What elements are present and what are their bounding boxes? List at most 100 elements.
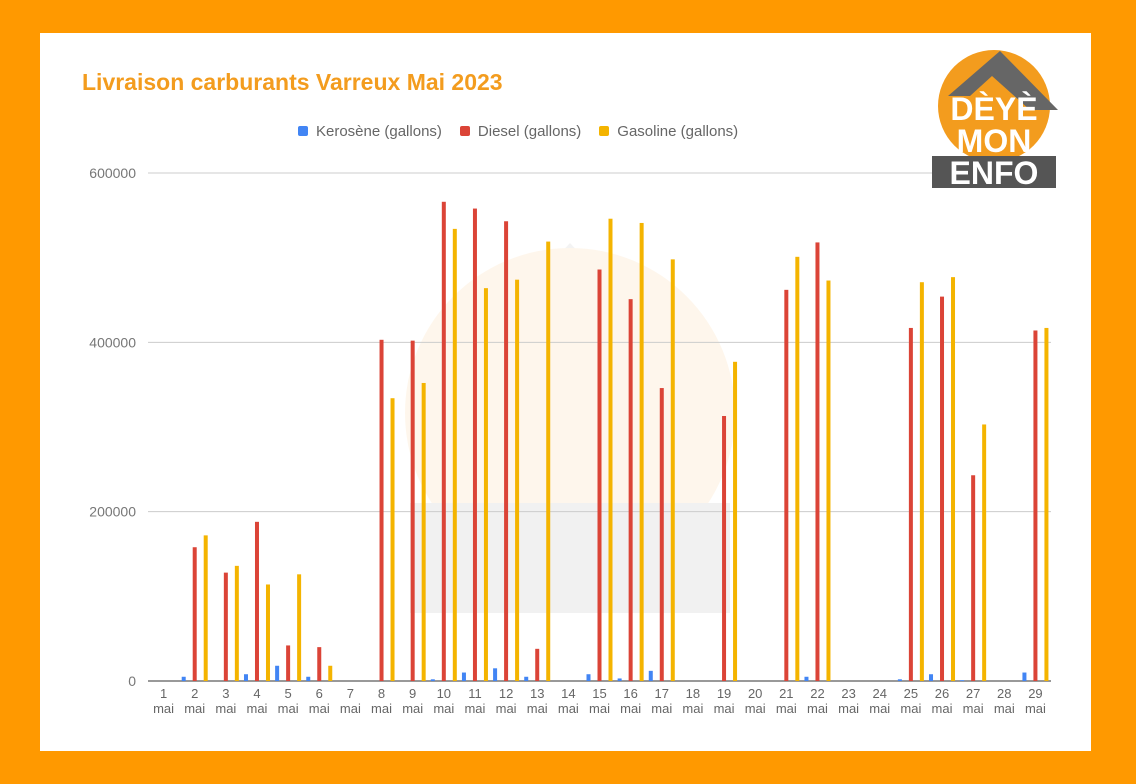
bar-gasoline	[733, 361, 738, 681]
bar-gasoline	[546, 241, 551, 681]
x-tick-label: 24 mai	[869, 686, 890, 716]
bar-chart: 0 200000 400000 600000 1 mai 2 mai 3 mai 4 mai 5 mai 6…	[89, 165, 1051, 716]
bar-diesel	[815, 242, 820, 681]
bar-kerosene	[960, 680, 965, 681]
legend-swatch-diesel	[459, 126, 470, 136]
x-tick-label: 28 mai	[994, 686, 1015, 716]
bar-gasoline	[608, 218, 613, 681]
bar-gasoline	[297, 574, 302, 681]
bar-gasoline	[919, 282, 924, 681]
bar-diesel	[379, 339, 384, 681]
bar-kerosene	[804, 676, 809, 681]
bar-gasoline	[795, 256, 800, 681]
logo-text-2: MON	[957, 123, 1032, 159]
x-tick-label: 3 mai	[215, 686, 236, 716]
x-tick-label: 6 mai	[309, 686, 330, 716]
bar-kerosene	[493, 668, 498, 681]
x-tick-label: 1 mai	[153, 686, 174, 716]
y-tick-label: 600000	[89, 165, 136, 181]
x-tick-label: 2 mai	[184, 686, 205, 716]
x-tick-label: 15 mai	[589, 686, 610, 716]
legend-label-gasoline: Gasoline (gallons)	[617, 122, 739, 140]
x-tick-label: 21 mai	[776, 686, 797, 716]
bar-diesel	[223, 572, 228, 681]
bar-diesel	[192, 547, 197, 681]
legend: Kerosène (gallons) Diesel (gallons) Gaso…	[298, 121, 756, 141]
x-tick-label: 9 mai	[402, 686, 423, 716]
x-tick-label: 16 mai	[620, 686, 641, 716]
bar-gasoline	[1044, 327, 1049, 681]
x-tick-label: 8 mai	[371, 686, 392, 716]
legend-label-kerosene: Kerosène (gallons)	[316, 122, 442, 140]
x-tick-label: 7 mai	[340, 686, 361, 716]
legend-item-diesel: Diesel (gallons)	[459, 122, 582, 140]
bar-diesel	[908, 327, 913, 681]
x-tick-label: 20 mai	[745, 686, 766, 716]
x-tick-label: 22 mai	[807, 686, 828, 716]
bar-kerosene	[243, 674, 248, 681]
bar-diesel	[317, 647, 322, 681]
bar-kerosene	[929, 674, 934, 681]
x-tick-label: 29 mai	[1025, 686, 1046, 716]
y-tick-label: 400000	[89, 334, 136, 350]
bar-kerosene	[648, 670, 653, 681]
x-tick-label: 13 mai	[527, 686, 548, 716]
deye-mon-enfo-logo: DÈYÈ MON ENFO	[932, 50, 1058, 188]
y-tick-label: 0	[128, 673, 136, 689]
legend-item-kerosene: Kerosène (gallons)	[298, 123, 442, 140]
bar-diesel	[940, 296, 945, 681]
x-tick-label: 27 mai	[963, 686, 984, 716]
bar-kerosene	[275, 665, 280, 681]
logo-text-1: DÈYÈ	[950, 91, 1037, 127]
bar-kerosene	[181, 676, 186, 681]
x-tick-label: 19 mai	[714, 686, 735, 716]
bar-gasoline	[982, 424, 987, 681]
bar-gasoline	[639, 222, 644, 681]
bar-diesel	[472, 208, 477, 681]
bar-kerosene	[1022, 672, 1027, 681]
bar-gasoline	[515, 279, 520, 681]
bar-kerosene	[461, 672, 466, 681]
bar-gasoline	[328, 665, 333, 681]
bar-diesel	[441, 201, 446, 681]
x-tick-label: 18 mai	[682, 686, 703, 716]
bar-kerosene	[430, 679, 435, 681]
bar-gasoline	[951, 277, 956, 681]
bar-gasoline	[390, 398, 395, 681]
bar-diesel	[1033, 330, 1038, 681]
x-tick-label: 23 mai	[838, 686, 859, 716]
bar-gasoline	[265, 584, 270, 681]
x-tick-label: 11 mai	[464, 686, 485, 716]
x-tick-label: 17 mai	[651, 686, 672, 716]
legend-label-diesel: Diesel (gallons)	[477, 122, 582, 140]
bar-diesel	[784, 289, 789, 681]
bar-kerosene	[524, 676, 529, 681]
bar-kerosene	[586, 674, 591, 681]
bar-diesel	[659, 388, 664, 681]
y-tick-label: 200000	[89, 504, 136, 520]
legend-swatch-kerosene	[298, 126, 308, 136]
bar-diesel	[286, 645, 291, 681]
x-tick-label: 25 mai	[900, 686, 921, 716]
bar-diesel	[504, 221, 509, 681]
bar-kerosene	[897, 679, 902, 681]
x-tick-label: 26 mai	[932, 686, 953, 716]
x-tick-label: 14 mai	[558, 686, 579, 716]
bar-gasoline	[483, 288, 488, 681]
bar-diesel	[254, 521, 259, 681]
bar-gasoline	[203, 535, 208, 681]
x-tick-label: 12 mai	[496, 686, 517, 716]
x-tick-label: 10 mai	[433, 686, 454, 716]
bar-diesel	[535, 648, 540, 681]
logo-text-3: ENFO	[950, 155, 1039, 188]
x-tick-label: 4 mai	[247, 686, 268, 716]
chart-title: Livraison carburants Varreux Mai 2023	[82, 69, 503, 95]
bar-gasoline	[452, 228, 457, 681]
bar-gasoline	[234, 565, 239, 681]
bar-gasoline	[826, 280, 831, 681]
legend-swatch-gasoline	[599, 126, 610, 136]
bar-kerosene	[306, 676, 311, 681]
bar-diesel	[971, 475, 976, 681]
bar-diesel	[597, 269, 602, 681]
bar-diesel	[628, 299, 633, 681]
